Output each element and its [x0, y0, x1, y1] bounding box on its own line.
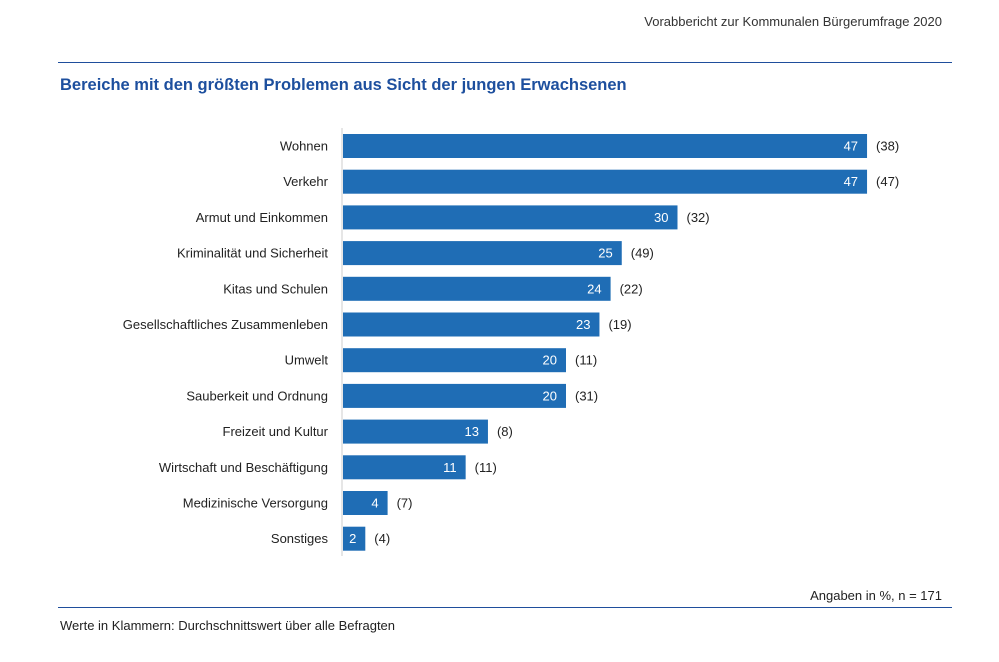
- category-label: Medizinische Versorgung: [183, 496, 328, 511]
- data-label: 23: [576, 317, 590, 332]
- data-label: 25: [598, 246, 612, 261]
- data-label: 47: [844, 139, 858, 154]
- data-label: 2: [349, 531, 356, 546]
- bar: [343, 205, 678, 230]
- bar: [343, 455, 466, 480]
- bar: [343, 276, 611, 301]
- data-label: 20: [543, 388, 557, 403]
- bar: [343, 526, 366, 551]
- reference-label: (49): [631, 246, 654, 261]
- data-label: 47: [844, 174, 858, 189]
- bar: [343, 348, 566, 373]
- data-label: 4: [371, 496, 378, 511]
- legend-note: Werte in Klammern: Durchschnittswert übe…: [60, 618, 396, 633]
- data-label: 11: [443, 460, 457, 475]
- category-label: Sonstiges: [271, 531, 329, 546]
- reference-label: (47): [876, 174, 899, 189]
- bar: [343, 312, 600, 337]
- bar: [343, 491, 388, 515]
- reference-label: (31): [575, 388, 598, 403]
- bar: [343, 383, 566, 408]
- bar: [343, 241, 622, 266]
- data-label: 20: [543, 353, 557, 368]
- category-label: Wohnen: [280, 139, 328, 154]
- bar: [343, 169, 868, 194]
- chart-title: Bereiche mit den größten Problemen aus S…: [60, 76, 627, 94]
- report-header: Vorabbericht zur Kommunalen Bürgerumfrag…: [644, 14, 942, 29]
- reference-label: (11): [575, 353, 597, 368]
- category-label: Gesellschaftliches Zusammenleben: [123, 317, 328, 332]
- reference-label: (19): [608, 317, 631, 332]
- reference-label: (7): [397, 496, 413, 511]
- category-label: Verkehr: [283, 174, 328, 189]
- bar: [343, 419, 488, 444]
- data-label: 24: [587, 281, 601, 296]
- category-label: Armut und Einkommen: [196, 210, 328, 225]
- bar: [343, 134, 868, 158]
- footer-rule: [58, 607, 952, 608]
- units-note: Angaben in %, n = 171: [810, 588, 942, 603]
- reference-label: (11): [475, 460, 497, 475]
- data-label: 13: [464, 424, 478, 439]
- category-label: Freizeit und Kultur: [223, 424, 329, 439]
- header-rule: [58, 62, 952, 63]
- reference-label: (4): [374, 531, 390, 546]
- data-label: 30: [654, 210, 668, 225]
- reference-label: (32): [687, 210, 710, 225]
- category-label: Wirtschaft und Beschäftigung: [159, 460, 328, 475]
- category-label: Umwelt: [285, 353, 329, 368]
- reference-label: (22): [620, 281, 643, 296]
- category-label: Kitas und Schulen: [223, 281, 328, 296]
- reference-label: (38): [876, 139, 899, 154]
- category-label: Sauberkeit und Ordnung: [186, 388, 328, 403]
- category-label: Kriminalität und Sicherheit: [177, 246, 328, 261]
- reference-label: (8): [497, 424, 513, 439]
